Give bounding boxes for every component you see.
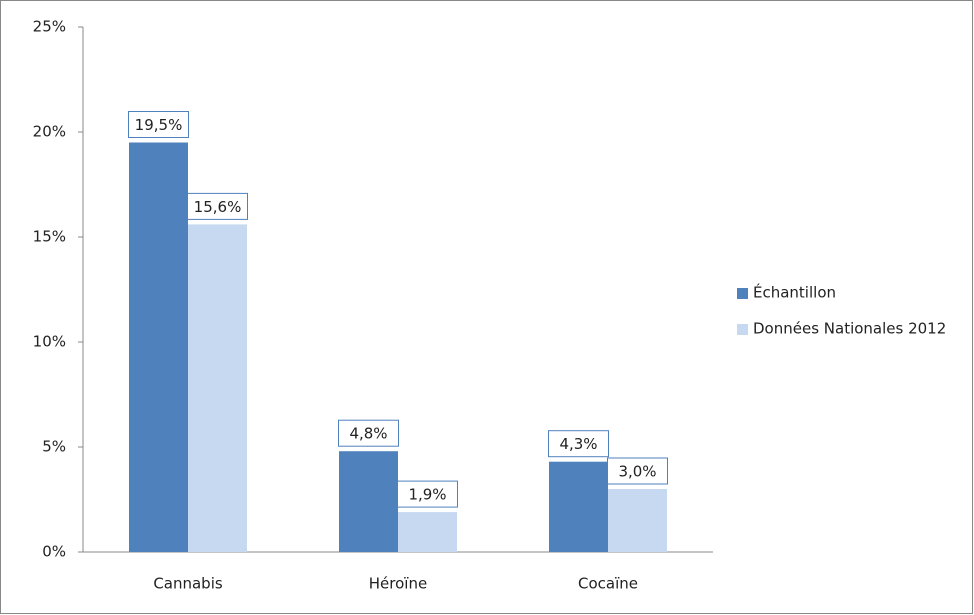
y-tick-label: 15%	[33, 228, 66, 246]
y-tick-label: 5%	[42, 438, 66, 456]
y-tick-label: 0%	[42, 543, 66, 561]
bar	[549, 461, 608, 552]
data-label: 19,5%	[135, 116, 183, 134]
data-label-box	[548, 430, 609, 458]
x-tick-label: Cocaïne	[578, 575, 638, 593]
data-label-box	[397, 480, 458, 508]
y-tick-label: 25%	[33, 18, 66, 36]
bar	[188, 224, 247, 552]
data-label-box	[128, 111, 189, 138]
y-tick-label: 20%	[33, 123, 66, 141]
data-label-box	[338, 419, 399, 447]
data-label-box	[607, 457, 668, 485]
x-tick-label: Héroïne	[369, 575, 427, 593]
legend-swatch	[737, 324, 748, 335]
data-label: 3,0%	[618, 463, 656, 481]
data-label: 4,3%	[559, 435, 597, 453]
x-tick-label: Cannabis	[153, 575, 223, 593]
legend-swatch	[737, 288, 748, 299]
y-tick-label: 10%	[33, 333, 66, 351]
legend-label: Données Nationales 2012	[753, 320, 946, 338]
data-label: 4,8%	[349, 425, 387, 443]
data-label: 1,9%	[408, 486, 446, 504]
bar	[398, 512, 457, 552]
legend-label: Échantillon	[753, 283, 836, 302]
bar	[339, 451, 398, 552]
data-label: 15,6%	[194, 198, 242, 216]
data-label-box	[187, 192, 248, 220]
bar	[608, 489, 667, 552]
bar	[129, 142, 188, 552]
